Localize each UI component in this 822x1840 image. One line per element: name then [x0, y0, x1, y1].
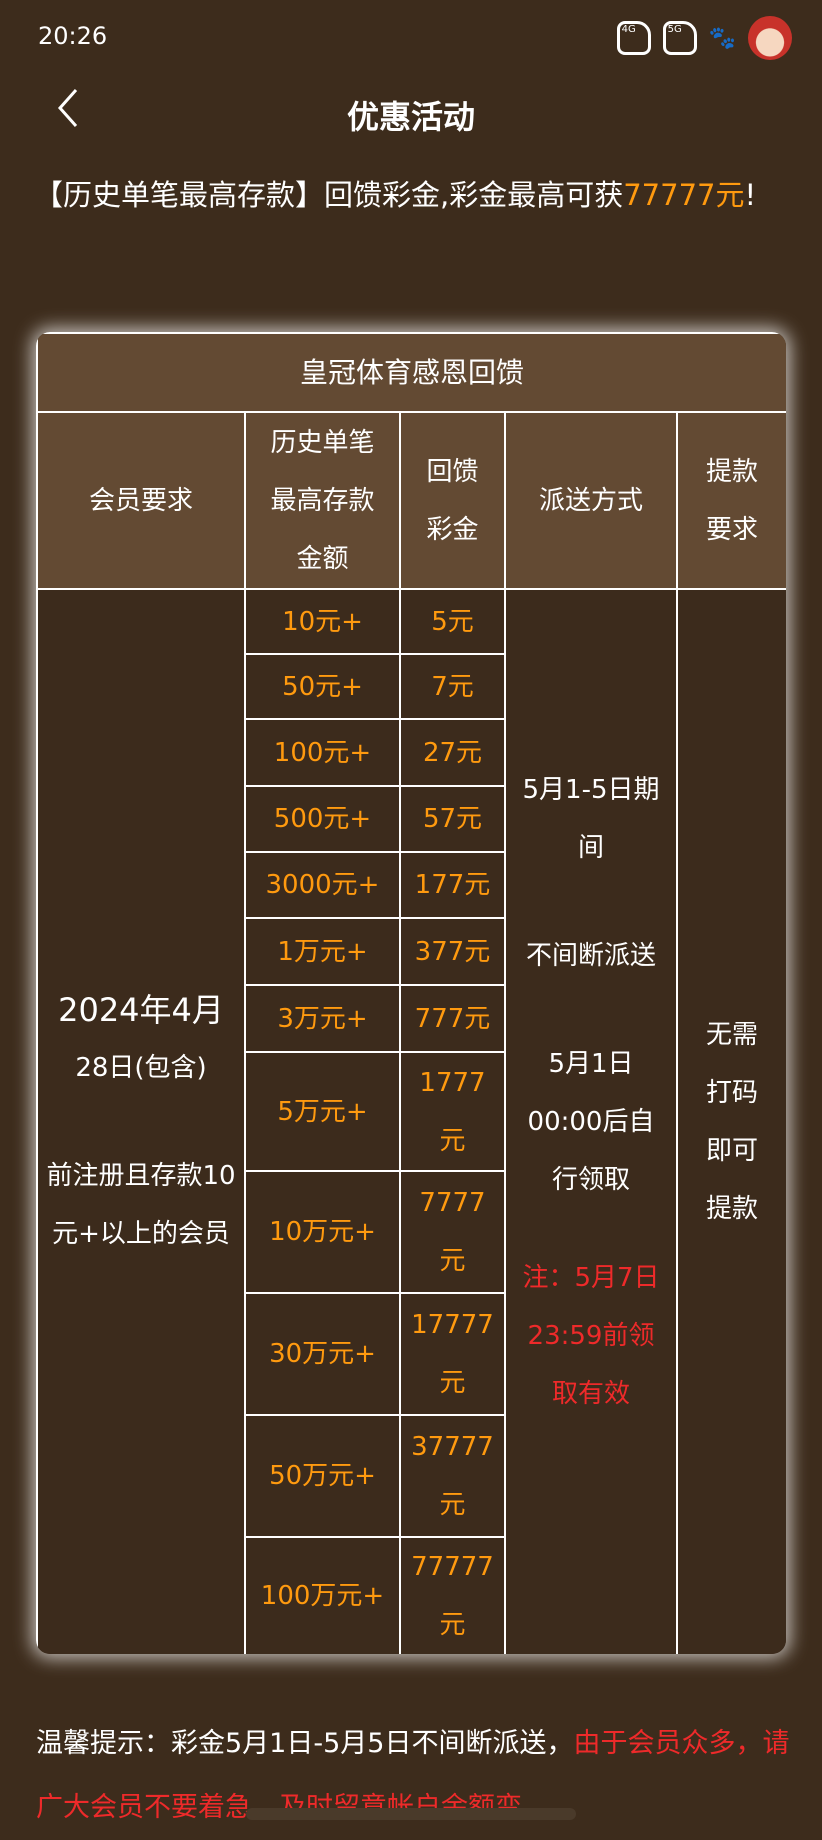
status-time: 20:26 — [38, 22, 108, 50]
table-row: 5万元+ 1777元 — [37, 1051, 786, 1172]
bonus-cell: 77777元 — [399, 1536, 506, 1654]
table-row: 2024年4月 28日(包含) 前注册且存款10元+以上的会员 10元+ 5元 5月1-5… — [36, 588, 786, 1654]
bonus-cell: 1777元 — [399, 1051, 506, 1172]
header-distribution: 派送方式 — [504, 411, 678, 590]
deposit-cell: 5万元+ — [244, 1051, 401, 1172]
table-row: 100元+ 27元 — [37, 718, 786, 787]
bonus-cell: 777元 — [399, 984, 506, 1053]
header-deposit: 历史单笔最高存款金额 — [244, 411, 401, 590]
chevron-left-icon[interactable] — [56, 88, 80, 128]
status-icons: 4G 5G 🐾 — [616, 16, 792, 60]
bonus-cell: 7元 — [399, 653, 506, 720]
5g-signal-icon: 5G — [662, 21, 697, 55]
page-title: 优惠活动 — [346, 98, 475, 136]
bonus-cell: 5元 — [399, 588, 506, 655]
header-withdraw: 提款要求 — [676, 411, 786, 590]
deposit-cell: 3万元+ — [244, 984, 401, 1053]
bonus-cell: 27元 — [399, 718, 506, 787]
distribution-method: 5月1-5日期间不间断派送 5月1日00:00后自行领取 注：5月7日23:59前领… — [504, 588, 678, 1654]
deposit-cell: 50万元+ — [244, 1414, 401, 1538]
table-row: 30万元+ 17777元 — [37, 1292, 786, 1416]
deposit-cell: 30万元+ — [244, 1292, 401, 1416]
paw-icon: 🐾 — [708, 25, 736, 51]
4g-label: 4G — [621, 24, 636, 35]
deposit-cell: 50元+ — [244, 653, 401, 720]
5g-label: 5G — [667, 24, 682, 35]
dist-note: 注：5月7日23:59前领取有效 — [522, 1263, 660, 1409]
deposit-cell: 10万元+ — [244, 1170, 401, 1294]
deposit-cell: 100元+ — [244, 718, 401, 787]
deposit-cell: 100万元+ — [244, 1536, 401, 1654]
bonus-cell: 57元 — [399, 785, 506, 853]
member-req-line1: 2024年4月 — [58, 991, 224, 1029]
bonus-cell: 177元 — [399, 851, 506, 919]
intro-main: 【历史单笔最高存款】回馈彩金,彩金最高可获 — [34, 178, 624, 212]
table-row: 1万元+ 377元 — [37, 917, 786, 986]
home-indicator[interactable] — [246, 1808, 576, 1820]
member-requirement: 2024年4月 28日(包含) 前注册且存款10元+以上的会员 — [36, 588, 246, 1654]
header-bonus: 回馈彩金 — [399, 411, 506, 590]
bonus-cell: 37777元 — [399, 1414, 506, 1538]
deposit-cell: 1万元+ — [244, 917, 401, 986]
dist-p3: 5月1日00:00后自行领取 — [527, 1049, 655, 1195]
table-caption: 皇冠体育感恩回馈 — [36, 332, 786, 413]
intro-highlight: 77777元 — [623, 178, 745, 212]
bonus-cell: 7777元 — [399, 1170, 506, 1294]
table-row: 3000元+ 177元 — [37, 851, 786, 919]
table-row: 10万元+ 7777元 — [37, 1170, 786, 1294]
table-row: 50万元+ 37777元 — [37, 1414, 786, 1538]
intro-end: ! — [744, 178, 757, 212]
footer-text: 温馨提示：彩金5月1日-5月5日不间断派送， — [36, 1728, 574, 1759]
header-member: 会员要求 — [36, 411, 246, 590]
table-row: 3万元+ 777元 — [37, 984, 786, 1053]
deposit-cell: 3000元+ — [244, 851, 401, 919]
bonus-table: 皇冠体育感恩回馈 会员要求 历史单笔最高存款金额 回馈彩金 派送方式 提款要求 … — [36, 332, 786, 1654]
footer-tip: 温馨提示：彩金5月1日-5月5日不间断派送，由于会员众多，请广大会员不要着急，及… — [36, 1712, 796, 1840]
member-req-line3: 前注册且存款10元+以上的会员 — [46, 1161, 236, 1249]
member-req-line2: 28日(包含) — [75, 1053, 207, 1083]
bonus-cell: 377元 — [399, 917, 506, 986]
bonus-cell: 17777元 — [399, 1292, 506, 1416]
table-row: 50元+ 7元 — [37, 653, 786, 720]
table-row: 500元+ 57元 — [37, 785, 786, 853]
intro-text: 【历史单笔最高存款】回馈彩金,彩金最高可获77777元! — [34, 162, 794, 228]
dist-p2: 不间断派送 — [525, 941, 656, 971]
deposit-cell: 10元+ — [244, 588, 401, 655]
avatar-icon — [748, 16, 792, 60]
deposit-cell: 500元+ — [244, 785, 401, 853]
dist-p1: 5月1-5日期间 — [522, 775, 660, 863]
withdraw-requirement: 无需打码即可提款 — [676, 588, 786, 1654]
table-row: 100万元+ 77777元 — [37, 1536, 786, 1654]
4g-signal-icon: 4G — [616, 21, 651, 55]
